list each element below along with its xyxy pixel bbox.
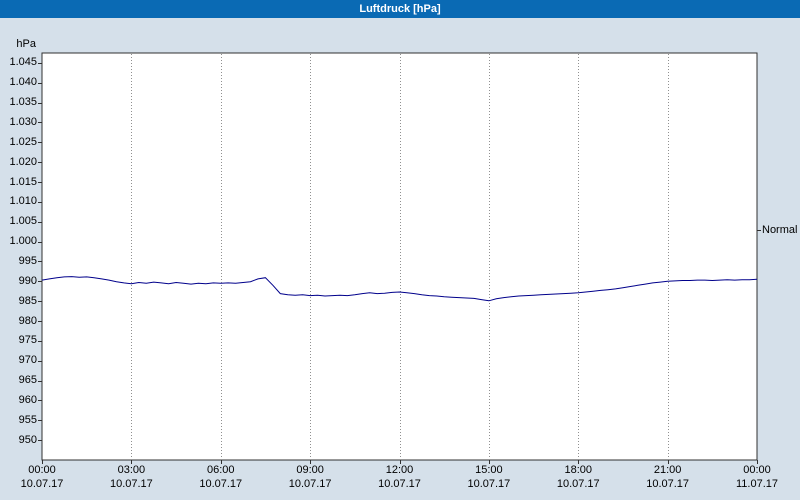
title-bar: Luftdruck [hPa] — [0, 0, 800, 18]
window-title: Luftdruck [hPa] — [359, 3, 441, 15]
